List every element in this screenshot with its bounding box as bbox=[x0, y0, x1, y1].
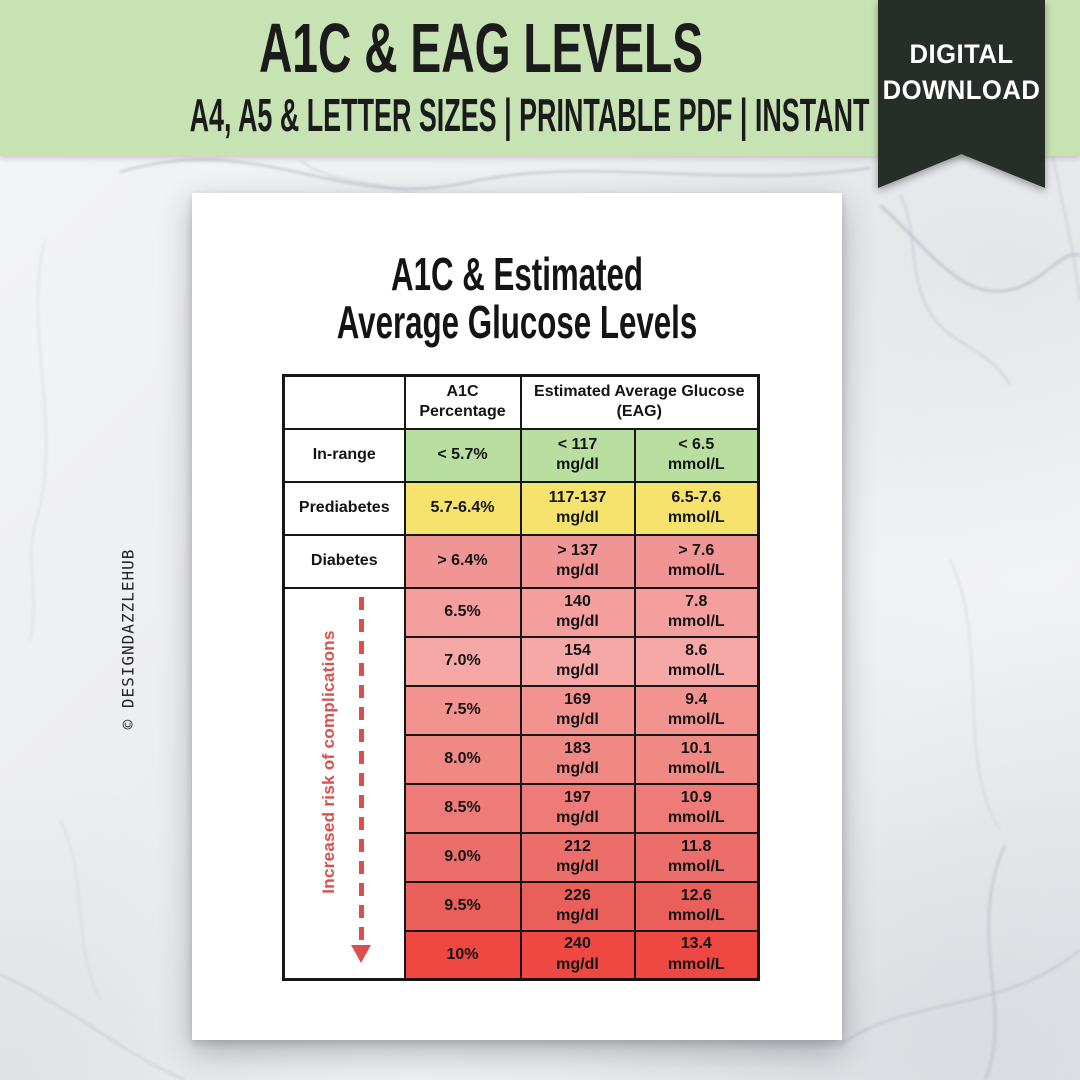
mmol-value: 10.1 mmol/L bbox=[633, 733, 760, 785]
table-row: 9.0% 212 mg/dl 11.8 mmol/L bbox=[284, 831, 760, 883]
risk-arrow-cell: Increased risk of complications bbox=[282, 586, 406, 981]
mmol-value: < 6.5 mmol/L bbox=[633, 427, 760, 483]
mgdl-value: 226 mg/dl bbox=[519, 880, 636, 932]
mgdl-value: 154 mg/dl bbox=[519, 635, 636, 687]
table-row: 7.5% 169 mg/dl 9.4 mmol/L bbox=[284, 684, 760, 736]
ribbon-label: DIGITAL DOWNLOAD bbox=[882, 39, 1041, 105]
table-row: 7.0% 154 mg/dl 8.6 mmol/L bbox=[284, 635, 760, 687]
a1c-value: 8.0% bbox=[403, 733, 522, 785]
table-row: 9.5% 226 mg/dl 12.6 mmol/L bbox=[284, 880, 760, 932]
mmol-value: 8.6 mmol/L bbox=[633, 635, 760, 687]
mgdl-value: 140 mg/dl bbox=[519, 586, 636, 638]
banner-title: A1C & EAG LEVELS bbox=[258, 9, 704, 87]
row-label: Prediabetes bbox=[282, 480, 406, 536]
mgdl-value: 117-137 mg/dl bbox=[519, 480, 636, 536]
a1c-value: < 5.7% bbox=[403, 427, 522, 483]
a1c-value: 10% bbox=[403, 929, 522, 981]
mgdl-value: > 137 mg/dl bbox=[519, 533, 636, 589]
mgdl-value: 240 mg/dl bbox=[519, 929, 636, 981]
shop-watermark: © DESIGNDAZZLEHUB bbox=[118, 548, 138, 730]
a1c-value: 6.5% bbox=[403, 586, 522, 638]
mgdl-value: 197 mg/dl bbox=[519, 782, 636, 834]
table-row: 8.5% 197 mg/dl 10.9 mmol/L bbox=[284, 782, 760, 834]
risk-note: Increased risk of complications bbox=[319, 629, 339, 894]
mgdl-value: 169 mg/dl bbox=[519, 684, 636, 736]
a1c-value: 9.5% bbox=[403, 880, 522, 932]
mgdl-value: < 117 mg/dl bbox=[519, 427, 636, 483]
banner-subtitle: A4, A5 & LETTER SIZES | PRINTABLE PDF | … bbox=[189, 89, 1039, 141]
table-row: 8.0% 183 mg/dl 10.1 mmol/L bbox=[284, 733, 760, 785]
table-header-row: A1C Percentage Estimated Average Glucose… bbox=[282, 374, 760, 430]
table-row: Prediabetes 5.7-6.4% 117-137 mg/dl 6.5-7… bbox=[282, 480, 760, 536]
mmol-value: > 7.6 mmol/L bbox=[633, 533, 760, 589]
arrow-down-icon bbox=[351, 944, 371, 963]
mmol-value: 6.5-7.6 mmol/L bbox=[633, 480, 760, 536]
mmol-value: 9.4 mmol/L bbox=[633, 684, 760, 736]
header-eag: Estimated Average Glucose (EAG) bbox=[519, 374, 760, 430]
table-row: Increased risk of complications 6.5% 140… bbox=[282, 586, 760, 981]
a1c-value: 7.5% bbox=[403, 684, 522, 736]
mgdl-value: 212 mg/dl bbox=[519, 831, 636, 883]
table-wrap: A1C Percentage Estimated Average Glucose… bbox=[282, 374, 761, 981]
mmol-value: 13.4 mmol/L bbox=[633, 929, 760, 981]
table-row: Diabetes > 6.4% > 137 mg/dl > 7.6 mmol/L bbox=[282, 533, 760, 589]
mmol-value: 11.8 mmol/L bbox=[633, 831, 760, 883]
a1c-value: > 6.4% bbox=[403, 533, 522, 589]
page-title: A1C & Estimated Average Glucose Levels bbox=[336, 248, 698, 348]
a1c-eag-table: A1C Percentage Estimated Average Glucose… bbox=[282, 374, 761, 981]
row-label: In-range bbox=[282, 427, 406, 483]
a1c-value: 8.5% bbox=[403, 782, 522, 834]
header-a1c-percentage: A1C Percentage bbox=[403, 374, 522, 430]
a1c-value: 9.0% bbox=[403, 831, 522, 883]
a1c-value: 7.0% bbox=[403, 635, 522, 687]
table-row: In-range < 5.7% < 117 mg/dl < 6.5 mmol/L bbox=[282, 427, 760, 483]
table-row: 10% 240 mg/dl 13.4 mmol/L bbox=[284, 929, 760, 981]
mmol-value: 12.6 mmol/L bbox=[633, 880, 760, 932]
digital-download-ribbon: DIGITAL DOWNLOAD bbox=[878, 0, 1045, 188]
risk-dashed-arrow-line bbox=[359, 596, 364, 945]
header-category bbox=[282, 374, 406, 430]
mmol-value: 7.8 mmol/L bbox=[633, 586, 760, 638]
ribbon-shape: DIGITAL DOWNLOAD bbox=[878, 0, 1045, 188]
a1c-value: 5.7-6.4% bbox=[403, 480, 522, 536]
row-label: Diabetes bbox=[282, 533, 406, 589]
printable-page: A1C & Estimated Average Glucose Levels A… bbox=[192, 193, 842, 1040]
mmol-value: 10.9 mmol/L bbox=[633, 782, 760, 834]
mgdl-value: 183 mg/dl bbox=[519, 733, 636, 785]
